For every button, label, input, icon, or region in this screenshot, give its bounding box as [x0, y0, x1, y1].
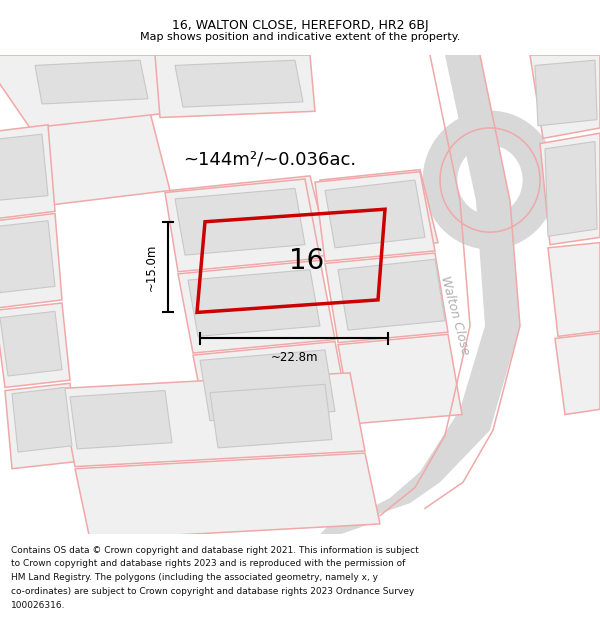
Polygon shape [0, 134, 48, 201]
Text: Map shows position and indicative extent of the property.: Map shows position and indicative extent… [140, 32, 460, 43]
Polygon shape [155, 55, 315, 118]
Polygon shape [0, 213, 62, 308]
Polygon shape [0, 311, 62, 376]
Polygon shape [60, 373, 365, 467]
Text: Contains OS data © Crown copyright and database right 2021. This information is : Contains OS data © Crown copyright and d… [11, 546, 419, 554]
Text: to Crown copyright and database rights 2023 and is reproduced with the permissio: to Crown copyright and database rights 2… [11, 559, 405, 568]
Polygon shape [0, 55, 175, 128]
Polygon shape [178, 260, 335, 353]
Polygon shape [188, 269, 320, 336]
Polygon shape [545, 141, 597, 236]
Polygon shape [193, 342, 350, 432]
Polygon shape [200, 350, 335, 421]
Polygon shape [165, 179, 320, 272]
Polygon shape [0, 221, 55, 292]
Polygon shape [535, 60, 597, 126]
Polygon shape [0, 303, 70, 388]
Polygon shape [35, 60, 148, 104]
Polygon shape [555, 333, 600, 414]
Polygon shape [325, 253, 448, 343]
Text: ~22.8m: ~22.8m [270, 351, 318, 364]
Polygon shape [548, 242, 600, 336]
Polygon shape [338, 259, 445, 330]
Polygon shape [320, 169, 438, 253]
Polygon shape [338, 334, 462, 424]
Text: ~144m²/~0.036ac.: ~144m²/~0.036ac. [184, 150, 356, 168]
Text: HM Land Registry. The polygons (including the associated geometry, namely x, y: HM Land Registry. The polygons (includin… [11, 573, 378, 582]
Polygon shape [530, 55, 600, 138]
Text: ~15.0m: ~15.0m [145, 243, 158, 291]
Polygon shape [0, 125, 55, 219]
Polygon shape [12, 388, 72, 452]
Polygon shape [320, 55, 520, 534]
Polygon shape [325, 180, 425, 248]
Text: 16, WALTON CLOSE, HEREFORD, HR2 6BJ: 16, WALTON CLOSE, HEREFORD, HR2 6BJ [172, 19, 428, 31]
Polygon shape [5, 383, 78, 469]
Text: Walton Close: Walton Close [438, 274, 472, 356]
Polygon shape [175, 60, 303, 107]
Text: co-ordinates) are subject to Crown copyright and database rights 2023 Ordnance S: co-ordinates) are subject to Crown copyr… [11, 587, 414, 596]
Polygon shape [170, 176, 330, 269]
Polygon shape [70, 391, 172, 449]
Polygon shape [315, 172, 435, 261]
Polygon shape [75, 453, 380, 539]
Text: 16: 16 [289, 247, 324, 275]
Polygon shape [30, 112, 170, 205]
Text: 100026316.: 100026316. [11, 601, 65, 609]
Polygon shape [175, 188, 305, 255]
Polygon shape [210, 384, 332, 448]
Polygon shape [540, 133, 600, 244]
